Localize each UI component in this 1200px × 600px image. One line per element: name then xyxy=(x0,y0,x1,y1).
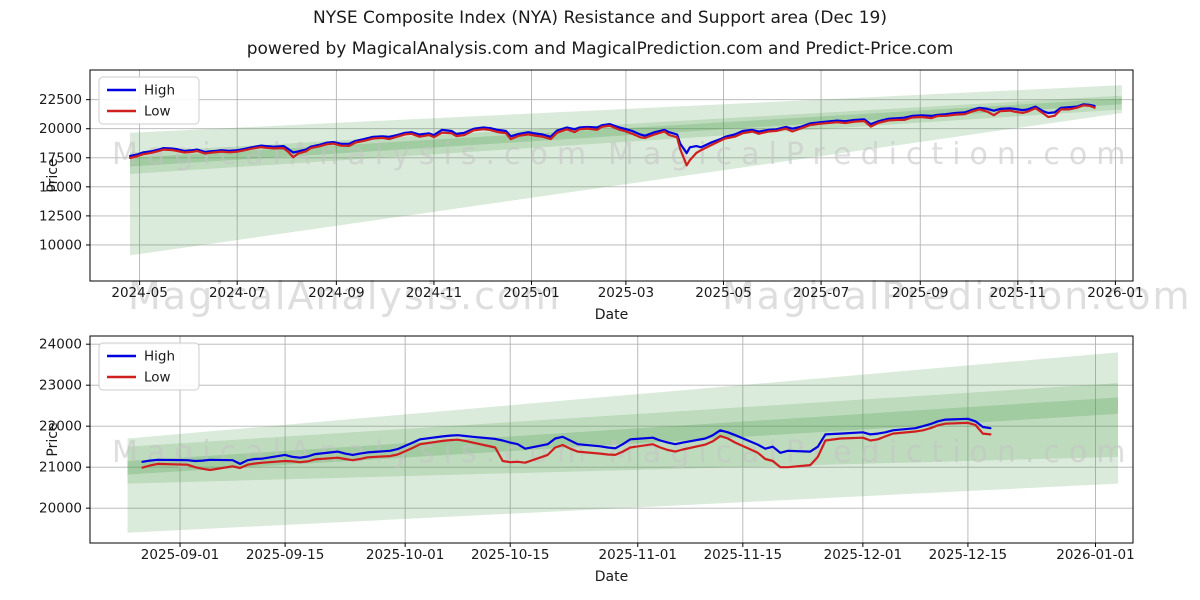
support-resistance-band xyxy=(127,383,1118,484)
x-tick-label: 2025-03 xyxy=(598,285,654,301)
legend-low-label: Low xyxy=(144,104,171,120)
high-line xyxy=(141,417,992,465)
x-tick-label: 2026-01-01 xyxy=(1056,547,1134,563)
page-subtitle: powered by MagicalAnalysis.com and Magic… xyxy=(246,39,954,59)
y-tick-label: 20000 xyxy=(39,121,82,137)
x-axis-title: Date xyxy=(595,569,628,585)
x-tick-label: 2025-09 xyxy=(892,285,948,301)
y-tick-label: 23000 xyxy=(39,378,82,394)
y-tick-label: 15000 xyxy=(39,179,82,195)
x-tick-label: 2024-11 xyxy=(406,285,462,301)
x-tick-label: 2025-01 xyxy=(503,285,559,301)
recent-chart: MagicalAnalysis.com MagicalPrediction.com… xyxy=(39,335,1135,585)
legend: High Low xyxy=(98,342,200,391)
x-tick-label: 2025-12-01 xyxy=(824,547,902,563)
x-tick-label: 2025-11-15 xyxy=(704,547,782,563)
plot-border xyxy=(89,335,1134,544)
y-tick-label: 22000 xyxy=(39,419,82,435)
y-tick-label: 20000 xyxy=(39,501,82,517)
y-tick-label: 10000 xyxy=(39,237,82,253)
high-line xyxy=(128,103,1096,158)
low-line xyxy=(128,104,1096,167)
x-axis-title: Date xyxy=(595,307,628,323)
support-resistance-band xyxy=(129,85,1122,256)
x-tick-label: 2025-11 xyxy=(990,285,1046,301)
x-tick-label: 2025-12-15 xyxy=(929,547,1007,563)
y-tick-label: 12500 xyxy=(39,208,82,224)
legend-high-label: High xyxy=(144,349,175,365)
x-tick-label: 2025-10-01 xyxy=(366,547,444,563)
y-tick-label: 24000 xyxy=(39,337,82,353)
support-resistance-band xyxy=(129,95,1122,175)
x-tick-label: 2025-09-01 xyxy=(141,547,219,563)
x-tick-label: 2024-05 xyxy=(111,285,167,301)
low-line xyxy=(141,421,992,472)
y-axis-title: Price xyxy=(45,158,61,192)
legend-low-label: Low xyxy=(144,370,171,386)
watermark-text: MagicalPrediction.com xyxy=(608,137,1135,172)
x-tick-label: 2026-01 xyxy=(1087,285,1143,301)
x-tick-label: 2025-07 xyxy=(793,285,849,301)
y-tick-label: 21000 xyxy=(39,460,82,476)
x-tick-label: 2025-05 xyxy=(695,285,751,301)
legend-high-label: High xyxy=(144,83,175,99)
y-axis-title: Price xyxy=(45,422,61,456)
page-title: NYSE Composite Index (NYA) Resistance an… xyxy=(313,8,887,28)
x-tick-label: 2024-07 xyxy=(209,285,265,301)
x-tick-label: 2025-10-15 xyxy=(471,547,549,563)
x-tick-label: 2025-09-15 xyxy=(246,547,324,563)
y-tick-label: 17500 xyxy=(39,150,82,166)
legend: High Low xyxy=(98,76,200,125)
support-resistance-band xyxy=(127,397,1118,475)
plot-border xyxy=(89,69,1134,282)
support-resistance-band xyxy=(127,352,1118,533)
long-term-chart: MagicalAnalysis.com MagicalPrediction.com… xyxy=(39,69,1190,323)
x-tick-label: 2024-09 xyxy=(308,285,364,301)
x-tick-label: 2025-11-01 xyxy=(599,547,677,563)
y-tick-label: 22500 xyxy=(39,92,82,108)
